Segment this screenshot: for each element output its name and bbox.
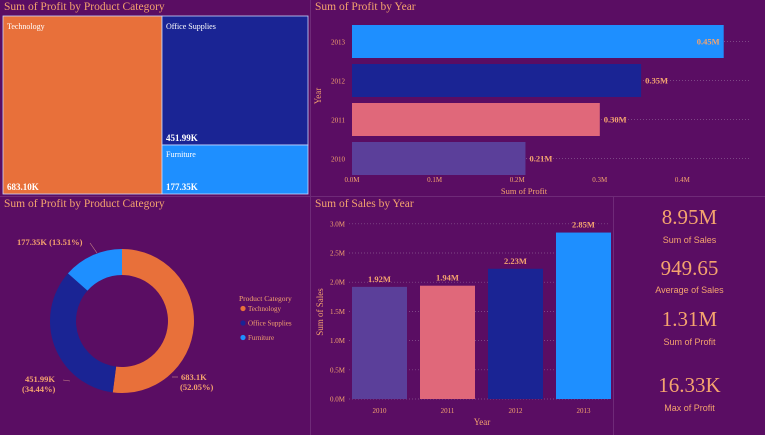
legend-item-furniture[interactable]: Furniture	[248, 334, 274, 342]
kpi-avg-sales-value: 949.65	[660, 256, 719, 280]
legend-item-office-supplies[interactable]: Office Supplies	[248, 320, 292, 328]
tick-year-2011: 2011	[441, 407, 455, 415]
y-tick: 1.5M	[330, 308, 346, 316]
y-tick: 2.0M	[330, 279, 346, 287]
donut-chart: 177.35K (13.51%) 451.99K (34.44%) 683.1K…	[17, 237, 292, 394]
sales-by-year-panel: Sum of Sales by Year Sum of Sales 0.0M 0.5…	[310, 196, 614, 435]
x-tick: 0.2M	[510, 176, 526, 184]
kpi-max-profit-value: 16.33K	[658, 373, 721, 397]
donut-label-office-1: 451.99K	[25, 374, 55, 384]
legend-item-technology[interactable]: Technology	[248, 305, 281, 313]
data-label-profit-2012: 0.35M	[645, 76, 668, 86]
tile-value-technology: 683.10K	[7, 182, 39, 192]
tile-value-office-supplies: 451.99K	[166, 133, 198, 143]
bar-profit-2010[interactable]	[352, 142, 526, 175]
treemap-tile-technology[interactable]: Technology 683.10K	[2, 15, 163, 195]
bar-profit-2013[interactable]	[352, 25, 724, 58]
tick-year-2013: 2013	[577, 407, 592, 415]
donut-slice-office-supplies[interactable]	[49, 273, 117, 393]
profit-by-year-title: Sum of Profit by Year	[315, 1, 416, 13]
donut-panel: Sum of Profit by Product Category 177.35…	[0, 196, 311, 435]
tile-value-furniture: 177.35K	[166, 182, 198, 192]
kpi-sum-sales-value: 8.95M	[661, 205, 718, 229]
y-axis-title: Sum of Sales	[315, 288, 325, 336]
treemap-tile-office-supplies[interactable]: Office Supplies 451.99K	[161, 15, 309, 146]
data-label-sales-2012: 2.23M	[504, 256, 527, 266]
treemap-title: Sum of Profit by Product Category	[4, 1, 165, 13]
x-tick: 0.3M	[592, 176, 608, 184]
bar-sales-2011[interactable]	[420, 285, 475, 399]
x-tick: 0.0M	[345, 176, 361, 184]
data-label-profit-2011: 0.30M	[604, 115, 627, 125]
x-axis-title: Sum of Profit	[501, 186, 548, 196]
data-label-sales-2013: 2.85M	[572, 220, 595, 230]
donut-label-tech-1: 683.1K	[181, 372, 207, 382]
legend-title: Product Category	[239, 294, 292, 303]
x-axis-title: Year	[474, 417, 491, 427]
tile-label-office-supplies: Office Supplies	[166, 22, 216, 31]
tick-year-2011: 2011	[331, 117, 345, 125]
bar-sales-2010[interactable]	[352, 286, 407, 399]
data-label-profit-2013: 0.45M	[697, 37, 720, 47]
leader-line-furniture	[89, 242, 98, 254]
legend-swatch-furniture	[240, 334, 246, 341]
sales-by-year-title: Sum of Sales by Year	[315, 198, 414, 210]
legend-swatch-technology	[240, 305, 246, 312]
tile-label-technology: Technology	[7, 22, 45, 31]
tick-year-2012: 2012	[331, 78, 346, 86]
treemap-panel: Sum of Profit by Product Category Techno…	[0, 0, 311, 197]
bar-profit-2011[interactable]	[352, 103, 600, 136]
donut-label-tech-2: (52.05%)	[180, 382, 213, 392]
donut-slice-furniture[interactable]	[67, 249, 122, 291]
profit-by-year-chart: Year 2013 0.45M 2012 0.35M 2011 0.30M 2010 0.21M…	[313, 25, 751, 196]
kpi-max-profit-label: Max of Profit	[664, 403, 715, 413]
bar-profit-2012[interactable]	[352, 64, 642, 97]
y-tick: 2.5M	[330, 250, 346, 258]
data-label-profit-2010: 0.21M	[529, 154, 552, 164]
donut-label-furniture: 177.35K (13.51%)	[17, 237, 83, 247]
kpi-sum-profit-value: 1.31M	[661, 307, 718, 331]
y-tick: 0.5M	[330, 366, 346, 374]
sales-by-year-chart: Sum of Sales 0.0M 0.5M 1.0M 1.5M 2.0M 2.5M 3.0M…	[315, 220, 611, 427]
kpi-panel: 8.95M Sum of Sales 949.65 Average of Sal…	[613, 196, 765, 435]
data-label-sales-2011: 1.94M	[436, 273, 459, 283]
profit-by-year-panel: Sum of Profit by Year Year 2013 0.45M 2012 0…	[310, 0, 765, 197]
donut-slice-technology[interactable]	[112, 249, 194, 393]
y-tick: 3.0M	[330, 220, 346, 228]
data-label-sales-2010: 1.92M	[368, 274, 391, 284]
x-tick: 0.1M	[427, 176, 443, 184]
legend-swatch-office-supplies	[240, 320, 246, 326]
donut-legend: Product Category Technology Office Suppli…	[239, 294, 292, 342]
kpi-sum-profit-label: Sum of Profit	[663, 337, 716, 347]
donut-title: Sum of Profit by Product Category	[4, 198, 165, 210]
x-tick: 0.4M	[675, 176, 691, 184]
tick-year-2010: 2010	[373, 407, 388, 415]
donut-label-office-2: (34.44%)	[22, 384, 55, 394]
tick-year-2012: 2012	[509, 407, 524, 415]
y-tick: 0.0M	[330, 396, 346, 404]
treemap-svg: Technology 683.10K Office Supplies 451.9…	[2, 15, 309, 195]
bar-sales-2012[interactable]	[488, 268, 543, 399]
y-axis-title: Year	[313, 88, 323, 105]
bar-sales-2013[interactable]	[556, 232, 611, 399]
kpi-avg-sales-label: Average of Sales	[655, 285, 724, 295]
tick-year-2013: 2013	[331, 39, 346, 47]
treemap-tile-furniture[interactable]: Furniture 177.35K	[161, 144, 309, 195]
leader-line-office	[62, 379, 71, 382]
y-tick: 1.0M	[330, 337, 346, 345]
tile-label-furniture: Furniture	[166, 150, 196, 159]
kpi-sum-sales-label: Sum of Sales	[662, 235, 717, 245]
tick-year-2010: 2010	[331, 156, 346, 164]
